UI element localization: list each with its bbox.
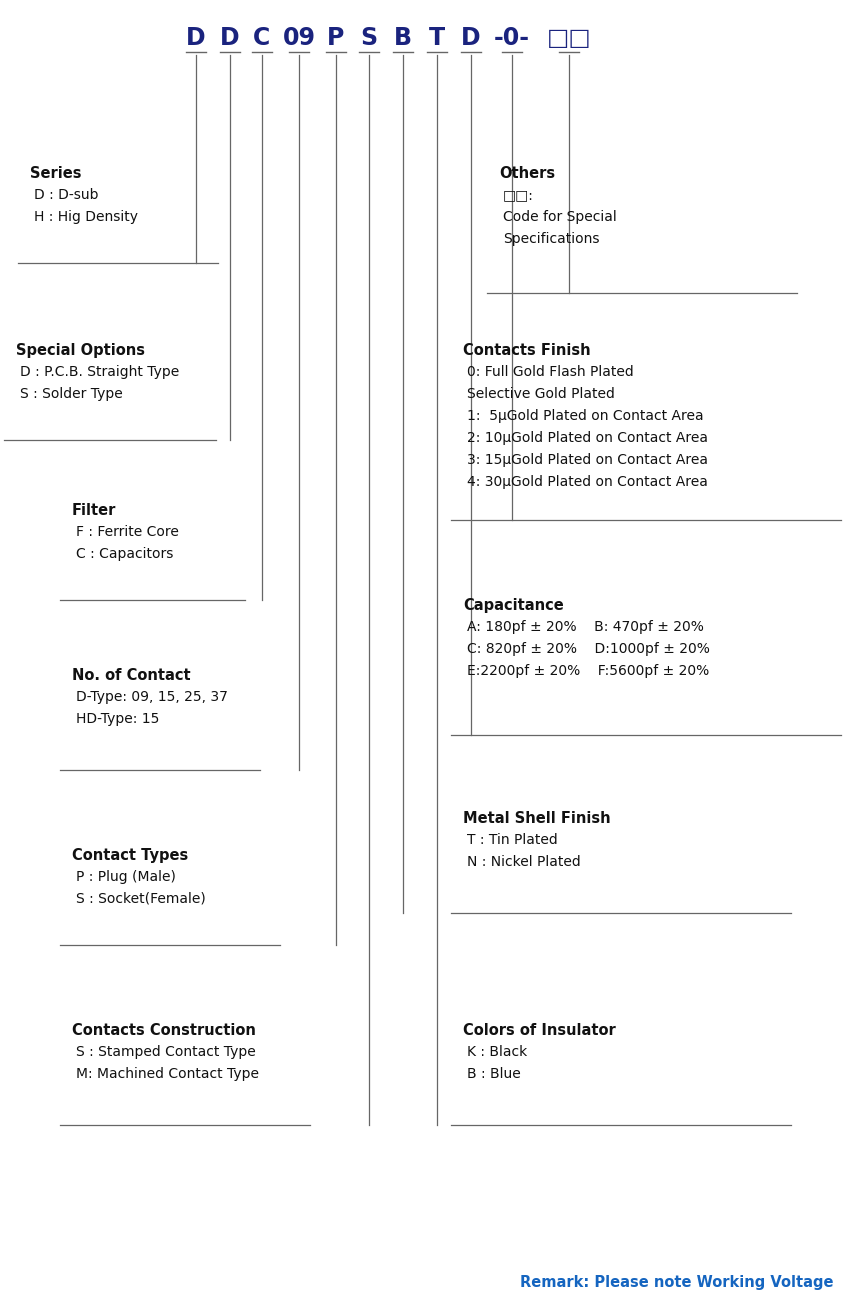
Text: No. of Contact: No. of Contact [72, 668, 190, 683]
Text: Colors of Insulator: Colors of Insulator [462, 1023, 615, 1038]
Text: Series: Series [30, 166, 81, 181]
Text: H : Hig Density: H : Hig Density [34, 210, 138, 224]
Text: T : Tin Plated: T : Tin Plated [467, 833, 557, 848]
Text: D: D [461, 26, 480, 50]
Text: □□:: □□: [502, 189, 533, 202]
Text: Others: Others [498, 166, 554, 181]
Text: Metal Shell Finish: Metal Shell Finish [462, 811, 610, 827]
Text: 0: Full Gold Flash Plated: 0: Full Gold Flash Plated [467, 365, 633, 379]
Text: D-Type: 09, 15, 25, 37: D-Type: 09, 15, 25, 37 [76, 690, 228, 703]
Text: Specifications: Specifications [502, 232, 599, 246]
Text: S : Socket(Female): S : Socket(Female) [76, 892, 206, 907]
Text: Special Options: Special Options [16, 343, 145, 358]
Text: 1:  5μGold Plated on Contact Area: 1: 5μGold Plated on Contact Area [467, 409, 703, 423]
Text: 09: 09 [282, 26, 315, 50]
Text: N : Nickel Plated: N : Nickel Plated [467, 855, 580, 869]
Text: K : Black: K : Black [467, 1045, 526, 1058]
Text: Contacts Finish: Contacts Finish [462, 343, 590, 358]
Text: F : Ferrite Core: F : Ferrite Core [76, 525, 178, 538]
Text: 3: 15μGold Plated on Contact Area: 3: 15μGold Plated on Contact Area [467, 453, 707, 466]
Text: C : Capacitors: C : Capacitors [76, 548, 173, 561]
Text: P: P [327, 26, 345, 50]
Text: Contact Types: Contact Types [72, 848, 188, 863]
Text: 2: 10μGold Plated on Contact Area: 2: 10μGold Plated on Contact Area [467, 431, 707, 445]
Text: S: S [360, 26, 377, 50]
Text: D: D [186, 26, 206, 50]
Text: S : Solder Type: S : Solder Type [20, 386, 123, 401]
Text: Filter: Filter [72, 503, 116, 517]
Text: B : Blue: B : Blue [467, 1068, 520, 1081]
Text: D : P.C.B. Straight Type: D : P.C.B. Straight Type [20, 365, 179, 379]
Text: A: 180pf ± 20%    B: 470pf ± 20%: A: 180pf ± 20% B: 470pf ± 20% [467, 620, 703, 634]
Text: Remark: Please note Working Voltage: Remark: Please note Working Voltage [519, 1275, 833, 1289]
Text: Selective Gold Plated: Selective Gold Plated [467, 386, 614, 401]
Text: 4: 30μGold Plated on Contact Area: 4: 30μGold Plated on Contact Area [467, 476, 707, 489]
Text: C: C [253, 26, 270, 50]
Text: M: Machined Contact Type: M: Machined Contact Type [76, 1068, 258, 1081]
Text: D : D-sub: D : D-sub [34, 189, 98, 202]
Text: S : Stamped Contact Type: S : Stamped Contact Type [76, 1045, 255, 1058]
Text: -0-: -0- [493, 26, 530, 50]
Text: Contacts Construction: Contacts Construction [72, 1023, 256, 1038]
Text: E:2200pf ± 20%    F:5600pf ± 20%: E:2200pf ± 20% F:5600pf ± 20% [467, 664, 709, 679]
Text: Capacitance: Capacitance [462, 597, 563, 613]
Text: D: D [220, 26, 240, 50]
Text: T: T [428, 26, 444, 50]
Text: □□: □□ [546, 26, 590, 50]
Text: HD-Type: 15: HD-Type: 15 [76, 713, 160, 726]
Text: Code for Special: Code for Special [502, 210, 616, 224]
Text: C: 820pf ± 20%    D:1000pf ± 20%: C: 820pf ± 20% D:1000pf ± 20% [467, 642, 709, 656]
Text: P : Plug (Male): P : Plug (Male) [76, 870, 176, 884]
Text: B: B [393, 26, 411, 50]
